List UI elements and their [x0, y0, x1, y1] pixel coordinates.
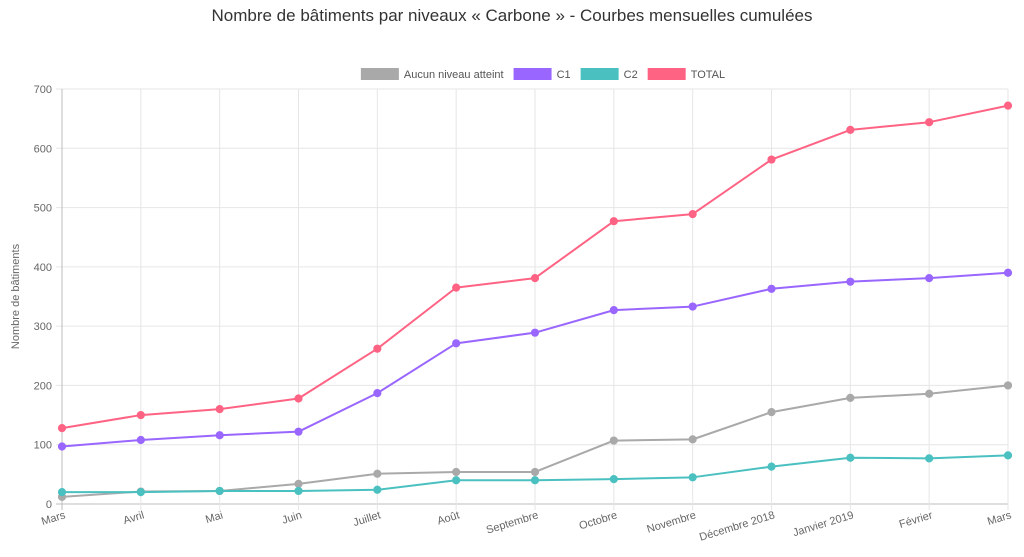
data-point-aucun-niveau-atteint[interactable] [294, 479, 303, 488]
axes: 0 100 200 300 400 500 600 700 Mars Avril Mai Juin Ju… [10, 84, 1013, 544]
y-tick-label: 300 [34, 321, 52, 333]
data-point-c1[interactable] [294, 427, 303, 436]
data-point-aucun-niveau-atteint[interactable] [846, 393, 855, 402]
x-tick-label: Mai [204, 509, 224, 526]
data-point-total[interactable] [1003, 101, 1013, 110]
series [57, 101, 1013, 501]
data-point-c2[interactable] [925, 454, 934, 463]
y-axis-title: Nombre de bâtiments [10, 243, 22, 349]
data-point-c2[interactable] [846, 453, 855, 462]
x-tick-label: Novembre [646, 509, 698, 535]
legend-swatch-c2[interactable] [580, 68, 619, 80]
data-point-total[interactable] [846, 125, 855, 135]
chart-title: Nombre de bâtiments par niveaux « Carbon… [211, 6, 813, 25]
y-tick-label: 700 [34, 84, 52, 96]
data-point-c1[interactable] [57, 442, 67, 451]
data-point-c1[interactable] [846, 277, 855, 286]
x-tick-label: Février [898, 509, 935, 531]
data-point-total[interactable] [136, 410, 145, 420]
data-point-c2[interactable] [294, 486, 303, 496]
data-point-c2[interactable] [215, 486, 224, 496]
x-tick-label: Mars [986, 509, 1013, 528]
data-point-aucun-niveau-atteint[interactable] [373, 469, 382, 478]
data-point-c1[interactable] [609, 306, 618, 315]
x-tick-label: Janvier 2019 [791, 509, 855, 539]
y-tick-label: 500 [34, 203, 52, 215]
y-tick-label: 400 [34, 262, 52, 274]
data-point-c1[interactable] [373, 389, 382, 398]
x-tick-label: Septembre [485, 509, 540, 536]
data-point-c2[interactable] [57, 488, 67, 497]
data-point-total[interactable] [452, 283, 461, 292]
data-point-aucun-niveau-atteint[interactable] [1003, 381, 1013, 390]
data-point-aucun-niveau-atteint[interactable] [530, 467, 540, 477]
y-tick-label: 600 [34, 143, 52, 155]
data-point-c2[interactable] [1003, 451, 1013, 460]
data-point-total[interactable] [373, 344, 382, 353]
data-point-aucun-niveau-atteint[interactable] [609, 436, 618, 445]
legend-label-c2[interactable]: C2 [624, 69, 638, 81]
data-point-c1[interactable] [452, 339, 461, 348]
data-point-c1[interactable] [136, 435, 145, 445]
x-tick-label: Mars [40, 509, 67, 528]
legend-swatch-c1[interactable] [513, 68, 552, 80]
x-tick-label: Août [436, 509, 461, 527]
x-tick-label: Juillet [352, 509, 382, 529]
data-point-c1[interactable] [1003, 268, 1013, 277]
y-tick-label: 0 [46, 499, 52, 511]
data-point-aucun-niveau-atteint[interactable] [452, 467, 461, 477]
data-point-c1[interactable] [530, 328, 540, 337]
legend-label-c1[interactable]: C1 [557, 69, 571, 81]
y-tick-label: 200 [34, 380, 52, 392]
data-point-c1[interactable] [215, 431, 224, 440]
data-point-c2[interactable] [609, 475, 618, 484]
data-point-total[interactable] [925, 118, 934, 127]
data-point-c2[interactable] [373, 485, 382, 494]
legend-label-total[interactable]: TOTAL [691, 69, 725, 81]
data-point-c1[interactable] [767, 284, 776, 293]
data-point-aucun-niveau-atteint[interactable] [767, 408, 776, 417]
data-point-c2[interactable] [452, 476, 461, 485]
data-point-total[interactable] [215, 405, 224, 414]
x-tick-label: Octobre [578, 509, 619, 532]
data-point-total[interactable] [57, 424, 67, 433]
grid [56, 88, 1009, 510]
legend-swatch-total[interactable] [647, 68, 686, 80]
data-point-c2[interactable] [767, 462, 776, 471]
legend-label-aucun-niveau-atteint[interactable]: Aucun niveau atteint [404, 69, 504, 81]
data-point-c2[interactable] [530, 476, 540, 485]
x-tick-label: Juin [281, 509, 304, 526]
data-point-c1[interactable] [688, 302, 697, 311]
data-point-total[interactable] [530, 274, 540, 283]
data-point-aucun-niveau-atteint[interactable] [688, 435, 697, 444]
data-point-total[interactable] [688, 209, 697, 219]
data-point-c1[interactable] [925, 274, 934, 283]
legend-swatch-aucun-niveau-atteint[interactable] [360, 68, 399, 80]
data-point-c2[interactable] [688, 473, 697, 482]
data-point-c2[interactable] [136, 488, 145, 497]
data-point-total[interactable] [294, 394, 303, 403]
data-point-total[interactable] [609, 217, 618, 226]
x-tick-label: Décembre 2018 [698, 509, 776, 543]
x-tick-label: Avril [122, 509, 146, 527]
data-point-aucun-niveau-atteint[interactable] [925, 389, 934, 398]
y-tick-label: 100 [34, 440, 52, 452]
legend: Aucun niveau atteint C1 C2 TOTAL [360, 68, 725, 81]
data-point-total[interactable] [767, 155, 776, 164]
